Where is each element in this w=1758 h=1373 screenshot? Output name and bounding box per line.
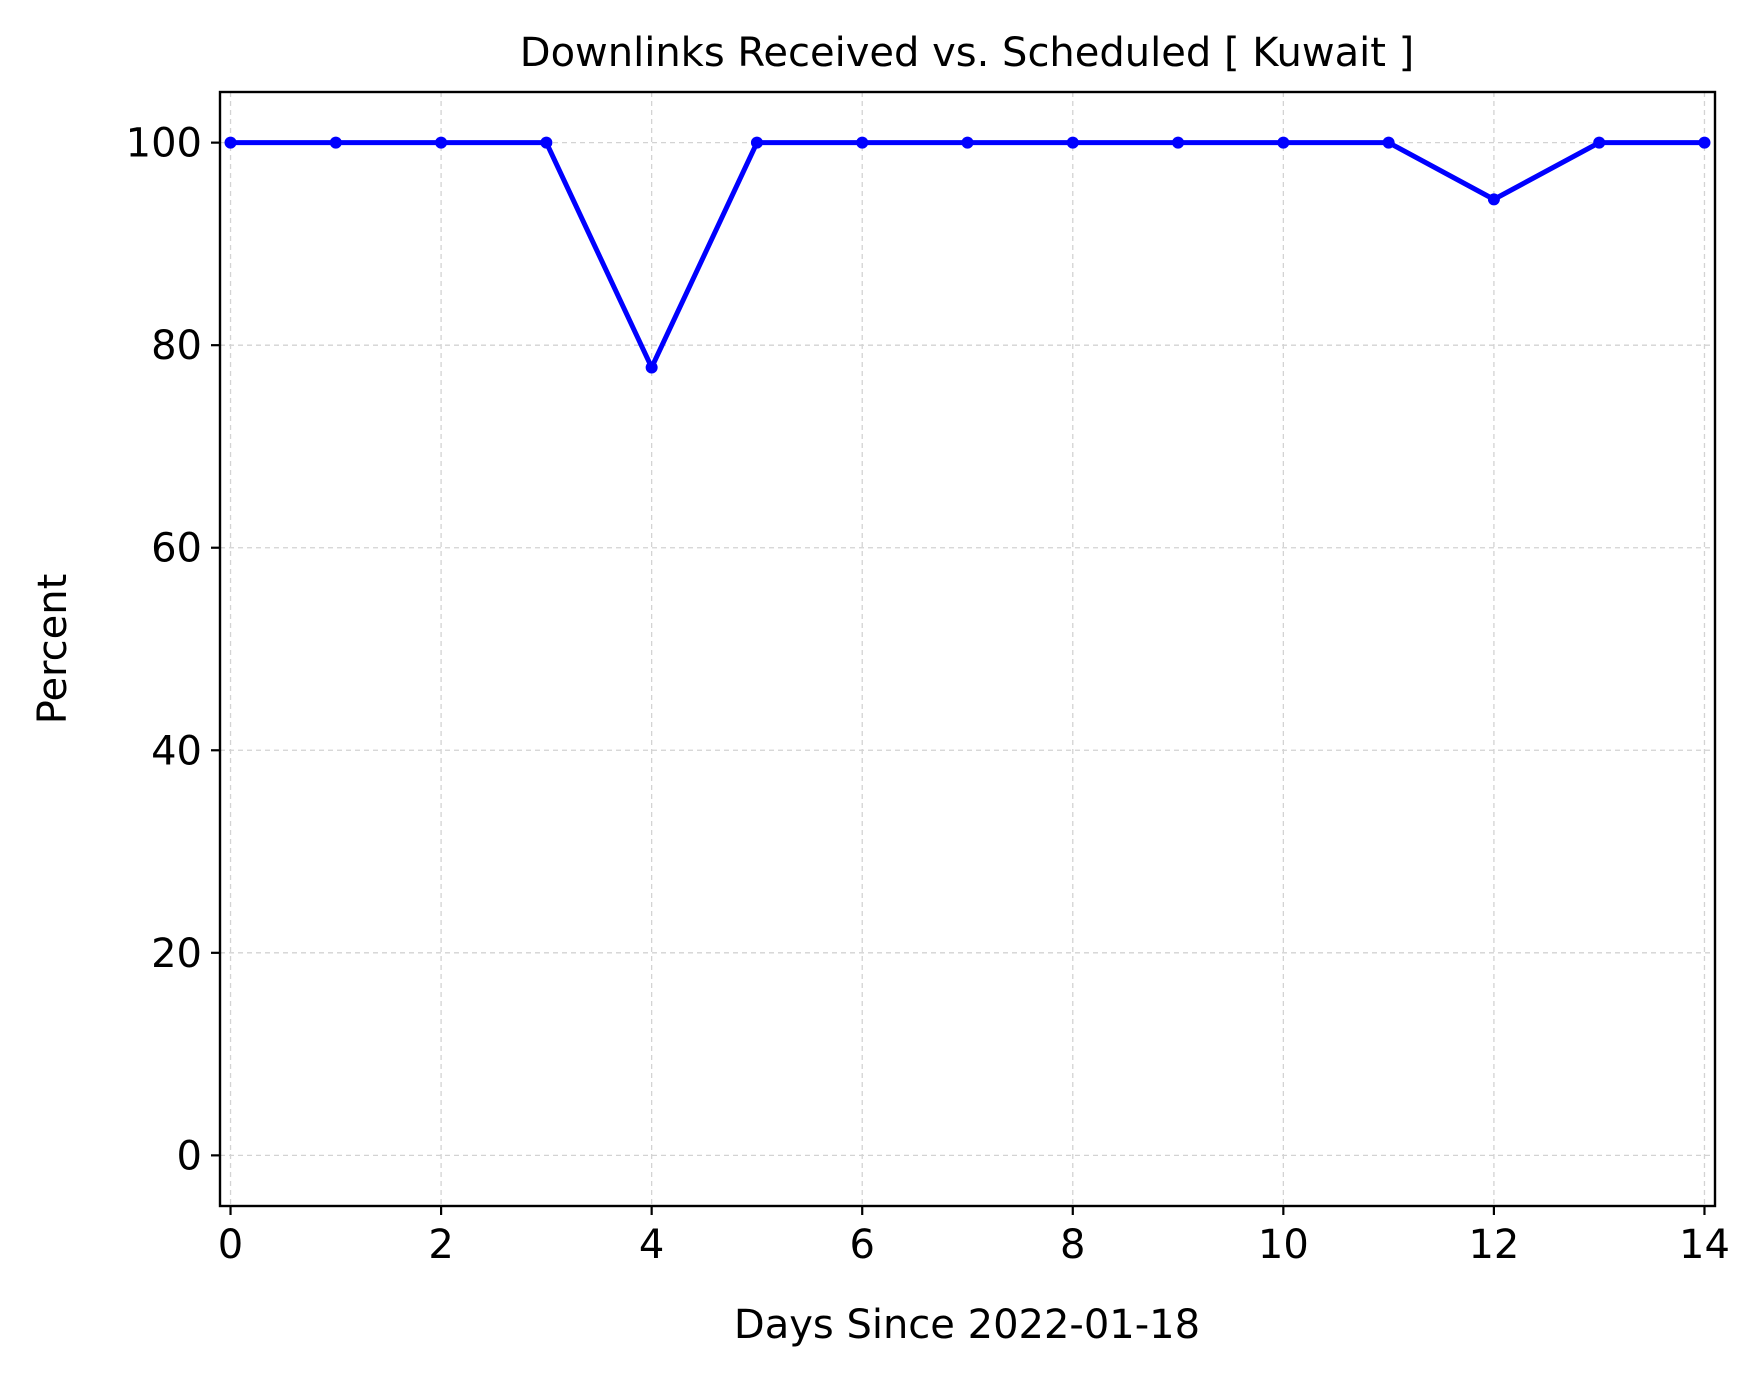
x-tick-label-7: 14: [1679, 1222, 1730, 1268]
y-tick-label-2: 40: [151, 728, 202, 774]
chart-title: Downlinks Received vs. Scheduled [ Kuwai…: [520, 30, 1414, 76]
data-point-0-9: [1172, 136, 1185, 149]
y-axis-label: Percent: [30, 574, 76, 725]
x-tick-label-4: 8: [1060, 1222, 1085, 1268]
grid-lines: [220, 92, 1715, 1206]
y-tick-label-4: 80: [151, 323, 202, 369]
data-point-0-8: [1066, 136, 1079, 149]
y-axis-ticks: 0 20 40 60 80 100: [126, 121, 220, 1179]
data-point-0-2: [435, 136, 448, 149]
data-point-0-6: [856, 136, 869, 149]
x-tick-label-6: 12: [1468, 1222, 1519, 1268]
data-point-0-5: [750, 136, 763, 149]
x-axis-label: Days Since 2022-01-18: [734, 1302, 1200, 1348]
data-series: [224, 136, 1711, 374]
x-tick-label-5: 10: [1258, 1222, 1309, 1268]
x-tick-label-1: 2: [428, 1222, 453, 1268]
data-point-0-7: [961, 136, 974, 149]
data-point-0-14: [1698, 136, 1711, 149]
data-point-0-12: [1487, 193, 1500, 206]
plot-frame: [218, 90, 1717, 1208]
data-point-0-3: [540, 136, 553, 149]
data-point-0-10: [1277, 136, 1290, 149]
data-point-0-4: [645, 361, 658, 374]
y-tick-label-0: 0: [177, 1133, 202, 1179]
x-tick-label-2: 4: [639, 1222, 664, 1268]
x-axis-ticks: 0 2 4 6 8 10 12 14: [218, 1206, 1730, 1268]
x-tick-label-0: 0: [218, 1222, 243, 1268]
y-tick-label-5: 100: [126, 121, 202, 167]
data-point-0-11: [1382, 136, 1395, 149]
data-point-0-13: [1593, 136, 1606, 149]
y-tick-label-3: 60: [151, 526, 202, 572]
y-tick-label-1: 20: [151, 931, 202, 977]
x-tick-label-3: 6: [849, 1222, 874, 1268]
data-point-0-1: [329, 136, 342, 149]
data-point-0-0: [224, 136, 237, 149]
